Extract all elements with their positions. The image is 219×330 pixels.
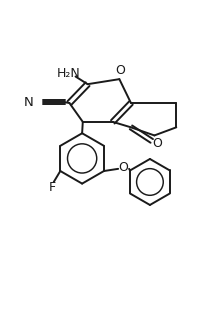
Text: O: O bbox=[115, 64, 125, 77]
Text: O: O bbox=[152, 137, 162, 149]
Text: O: O bbox=[119, 161, 129, 174]
Text: N: N bbox=[24, 96, 34, 109]
Text: H₂N: H₂N bbox=[57, 67, 81, 80]
Text: F: F bbox=[49, 181, 56, 194]
